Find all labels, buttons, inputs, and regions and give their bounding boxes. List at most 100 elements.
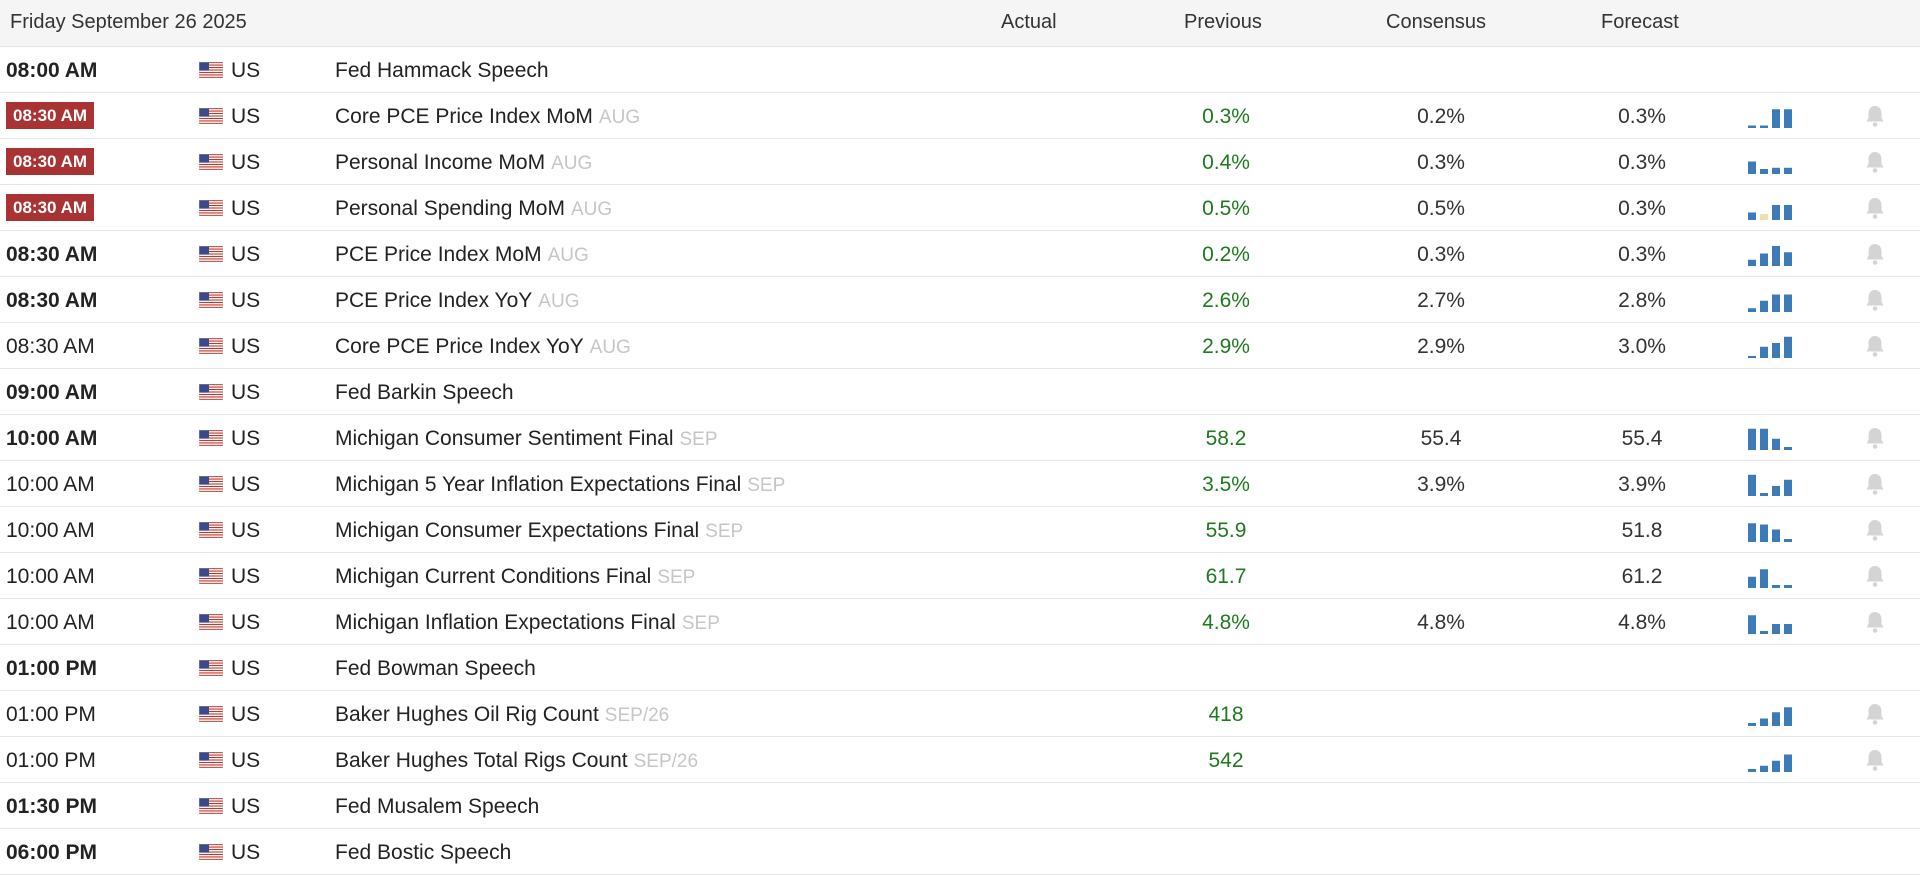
event-name-link[interactable]: Fed Barkin Speech (335, 381, 514, 405)
event-row[interactable]: 08:30 AM US Core PCE Price Index YoY AUG 2.9… (0, 323, 1920, 369)
us-flag-icon (199, 292, 223, 308)
event-row[interactable]: 10:00 AM US Michigan Consumer Expectations… (0, 507, 1920, 553)
event-name-link[interactable]: Core PCE Price Index MoM AUG (335, 105, 640, 129)
sparkline-bar (1748, 259, 1756, 266)
bell-icon[interactable] (1864, 564, 1886, 588)
bell-icon[interactable] (1864, 472, 1886, 496)
trend-sparkline[interactable] (1748, 607, 1794, 635)
bell-icon[interactable] (1864, 610, 1886, 634)
trend-sparkline[interactable] (1748, 193, 1794, 221)
event-reference-period: AUG (547, 245, 589, 266)
event-name-link[interactable]: Baker Hughes Oil Rig Count SEP/26 (335, 703, 669, 727)
event-country: US (231, 565, 261, 588)
trend-sparkline[interactable] (1748, 561, 1794, 589)
event-row[interactable]: 01:30 PM US Fed Musalem Speech (0, 783, 1920, 829)
bell-icon[interactable] (1864, 748, 1886, 772)
sparkline-bar (1772, 294, 1780, 312)
trend-sparkline[interactable] (1748, 331, 1794, 359)
event-name-link[interactable]: Michigan Current Conditions Final SEP (335, 565, 695, 589)
bell-icon[interactable] (1864, 288, 1886, 312)
event-name-link[interactable]: Personal Spending MoM AUG (335, 197, 612, 221)
event-name-link[interactable]: Michigan Consumer Expectations Final SEP (335, 519, 743, 543)
sparkline-bar (1784, 754, 1792, 772)
event-name-link[interactable]: Fed Bostic Speech (335, 841, 511, 865)
column-header-forecast[interactable]: Forecast (1601, 11, 1679, 33)
trend-sparkline[interactable] (1748, 239, 1794, 267)
event-time: 08:00 AM (6, 59, 98, 82)
event-row[interactable]: 01:00 PM US Fed Bowman Speech (0, 645, 1920, 691)
bell-icon[interactable] (1864, 104, 1886, 128)
trend-sparkline[interactable] (1748, 515, 1794, 543)
trend-sparkline[interactable] (1748, 101, 1794, 129)
event-name-link[interactable]: Baker Hughes Total Rigs Count SEP/26 (335, 749, 698, 773)
event-name-link[interactable]: PCE Price Index YoY AUG (335, 289, 579, 313)
event-country: US (231, 381, 261, 404)
event-row[interactable]: 06:00 PM US Fed Bostic Speech (0, 829, 1920, 875)
bell-icon[interactable] (1864, 334, 1886, 358)
sparkline-bar (1784, 336, 1792, 358)
event-row[interactable]: 08:00 AM US Fed Hammack Speech (0, 47, 1920, 93)
trend-sparkline[interactable] (1748, 745, 1794, 773)
event-name-link[interactable]: Michigan 5 Year Inflation Expectations F… (335, 473, 785, 497)
bell-icon[interactable] (1864, 196, 1886, 220)
column-header-consensus[interactable]: Consensus (1386, 11, 1487, 33)
sparkline-bar (1760, 569, 1768, 588)
bell-icon[interactable] (1864, 426, 1886, 450)
event-row[interactable]: 08:30 AM US Personal Spending MoM AUG 0.5% 0.… (0, 185, 1920, 231)
bell-icon[interactable] (1864, 242, 1886, 266)
event-country: US (231, 335, 261, 358)
trend-sparkline[interactable] (1748, 469, 1794, 497)
event-name-link[interactable]: PCE Price Index MoM AUG (335, 243, 589, 267)
trend-sparkline[interactable] (1748, 423, 1794, 451)
event-row[interactable]: 10:00 AM US Michigan 5 Year Inflation Expe… (0, 461, 1920, 507)
event-name-link[interactable]: Fed Hammack Speech (335, 59, 549, 83)
event-name: Michigan Inflation Expectations Final (335, 611, 676, 634)
consensus-value: 0.2% (1417, 105, 1465, 128)
column-header-previous[interactable]: Previous (1184, 11, 1262, 33)
event-time: 08:30 AM (6, 335, 95, 358)
forecast-value: 61.2 (1621, 565, 1663, 588)
trend-sparkline[interactable] (1748, 147, 1794, 175)
sparkline-bar (1748, 356, 1756, 358)
event-name-link[interactable]: Michigan Consumer Sentiment Final SEP (335, 427, 718, 451)
event-name-link[interactable]: Michigan Inflation Expectations Final SEP (335, 611, 720, 635)
sparkline-bar (1772, 486, 1780, 496)
bell-icon[interactable] (1864, 518, 1886, 542)
sparkline-bar (1772, 167, 1780, 174)
bell-icon[interactable] (1864, 150, 1886, 174)
event-name-link[interactable]: Personal Income MoM AUG (335, 151, 592, 175)
event-row[interactable]: 08:30 AM US Personal Income MoM AUG 0.4% 0.3%… (0, 139, 1920, 185)
event-country: US (231, 105, 261, 128)
event-row[interactable]: 10:00 AM US Michigan Inflation Expectation… (0, 599, 1920, 645)
event-name-link[interactable]: Fed Bowman Speech (335, 657, 536, 681)
consensus-value: 3.9% (1417, 473, 1465, 496)
us-flag-icon (199, 476, 223, 492)
previous-value: 58.2 (1205, 427, 1247, 450)
trend-sparkline[interactable] (1748, 285, 1794, 313)
event-row[interactable]: 10:00 AM US Michigan Current Conditions Fi… (0, 553, 1920, 599)
event-row[interactable]: 01:00 PM US Baker Hughes Oil Rig Count SEP/… (0, 691, 1920, 737)
event-country: US (231, 473, 261, 496)
event-row[interactable]: 01:00 PM US Baker Hughes Total Rigs Count S… (0, 737, 1920, 783)
event-reference-period: AUG (589, 337, 631, 358)
event-name-link[interactable]: Fed Musalem Speech (335, 795, 539, 819)
sparkline-bar (1772, 109, 1780, 128)
event-time: 08:30 AM (6, 102, 95, 129)
event-row[interactable]: 08:30 AM US PCE Price Index MoM AUG 0.2% 0.3%… (0, 231, 1920, 277)
sparkline-bar (1760, 214, 1768, 220)
column-header-actual[interactable]: Actual (1001, 11, 1057, 33)
sparkline-bar (1760, 718, 1768, 726)
event-row[interactable]: 08:30 AM US PCE Price Index YoY AUG 2.6% 2.7%… (0, 277, 1920, 323)
event-row[interactable]: 10:00 AM US Michigan Consumer Sentiment Fi… (0, 415, 1920, 461)
event-time: 10:00 AM (6, 519, 95, 542)
event-name-link[interactable]: Core PCE Price Index YoY AUG (335, 335, 631, 359)
event-row[interactable]: 09:00 AM US Fed Barkin Speech (0, 369, 1920, 415)
event-row[interactable]: 08:30 AM US Core PCE Price Index MoM AUG 0.3… (0, 93, 1920, 139)
event-time: 01:00 PM (6, 703, 96, 726)
bell-icon[interactable] (1864, 702, 1886, 726)
trend-sparkline[interactable] (1748, 699, 1794, 727)
previous-value: 0.5% (1202, 197, 1250, 220)
event-country: US (231, 519, 261, 542)
event-name: Michigan Consumer Expectations Final (335, 519, 700, 542)
